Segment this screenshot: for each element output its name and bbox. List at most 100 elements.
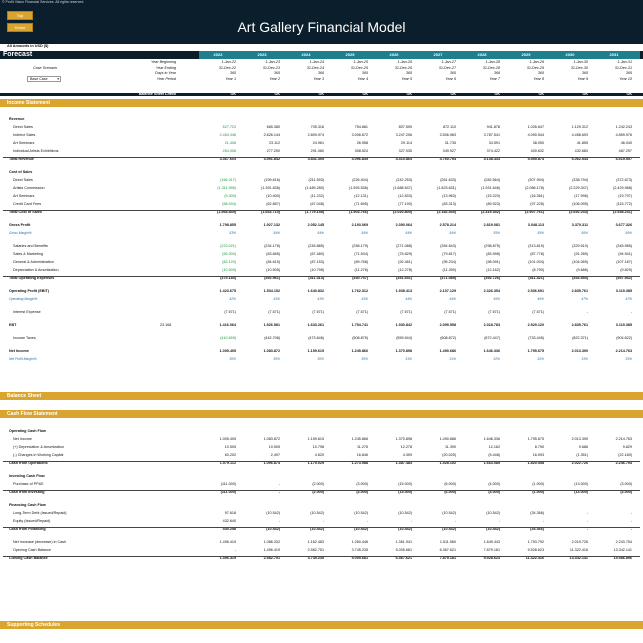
- row-cell: (7.571): [224, 310, 236, 314]
- row-cell: (91.289): [574, 252, 588, 256]
- row-label: Operating Cash Flow: [9, 429, 46, 433]
- row-cell: (1.779.158): [305, 210, 324, 214]
- header-cell: Year 7: [489, 76, 500, 81]
- row-cell: (7.571): [488, 310, 500, 314]
- row-cell: (223.021): [220, 244, 236, 248]
- section-income-statement[interactable]: Income Statement: [0, 99, 643, 107]
- row-cell: 3.787.541: [483, 133, 500, 137]
- row-cell: (98.091): [486, 260, 500, 264]
- row-extra-value: 23.168: [160, 323, 172, 327]
- row-cell: (104.065): [572, 260, 588, 264]
- row-label: Operating Profit (EBIT): [9, 289, 49, 293]
- row-cell: (77.190): [398, 202, 412, 206]
- row-cell: 8.790: [534, 445, 544, 449]
- row-cell: (608.872): [440, 336, 456, 340]
- header-cell: Year 10: [619, 76, 632, 81]
- row-cell: (904.622): [616, 336, 632, 340]
- row-cell: 43%: [317, 297, 324, 301]
- row-cell: 3.831.305: [307, 157, 324, 161]
- row-cell: (59.300): [222, 252, 236, 256]
- top-button[interactable]: Top: [7, 11, 33, 20]
- row-label: Cost of Sales: [9, 170, 33, 174]
- row-cell: -: [586, 527, 588, 531]
- row-cell: (1.311.996): [217, 186, 236, 190]
- year-header: 2028: [477, 52, 487, 57]
- row-cell: (10.542): [442, 527, 456, 531]
- row-cell: 12.162: [488, 445, 500, 449]
- row-cell: 1.370.898: [395, 437, 412, 441]
- case-scenario-select[interactable]: Base Case ▾: [27, 76, 61, 82]
- row-cell: (2.000): [312, 482, 324, 486]
- row-cell: 308.524: [354, 149, 368, 153]
- home-button[interactable]: Home: [7, 23, 33, 32]
- section-supporting-schedules[interactable]: Supporting Schedules: [0, 621, 643, 629]
- row-cell: (199.616): [264, 178, 280, 182]
- row-cell: (1.664.710): [261, 210, 280, 214]
- row-label: Operating Margin%: [9, 297, 38, 301]
- case-scenario-label: Case Scenario: [33, 66, 58, 70]
- row-cell: (95.234): [442, 260, 456, 264]
- row-cell: 3.119.385: [615, 323, 632, 327]
- row-cell: 1.245.866: [351, 349, 368, 353]
- row-cell: (733.445): [528, 336, 544, 340]
- row-cell: (11.390): [442, 268, 456, 272]
- row-label: Art Seminars: [13, 194, 35, 198]
- row-cell: (559.944): [396, 336, 412, 340]
- section-balance-sheet[interactable]: Balance Sheet: [0, 392, 643, 400]
- row-cell: (58.934): [222, 202, 236, 206]
- row-cell: 13.342.141: [569, 556, 588, 560]
- row-cell: (20.025): [442, 453, 456, 457]
- row-cell: 1.511.560: [439, 540, 456, 544]
- header-cell: Year 8: [533, 76, 544, 81]
- row-cell: (10.542): [398, 511, 412, 515]
- row-cell: (5.448): [488, 453, 500, 457]
- row-cell: (1.391.836): [261, 186, 280, 190]
- row-cell: 432.683: [574, 149, 588, 153]
- header-cell: 366: [493, 71, 500, 75]
- row-label: Total Revenue: [9, 157, 34, 161]
- row-cell: 10.798: [312, 445, 324, 449]
- year-header: 2026: [389, 52, 399, 57]
- row-cell: 2.390.064: [395, 223, 412, 227]
- row-cell: (12.833): [398, 194, 412, 198]
- row-cell: 7.879.181: [483, 548, 500, 552]
- header-row-label: Year Period: [156, 76, 176, 81]
- section-cash-flow-statement[interactable]: Cash Flow Statement: [0, 410, 643, 418]
- row-cell: 2.529.120: [527, 323, 544, 327]
- row-cell: -: [630, 527, 632, 531]
- year-header: 2031: [609, 52, 619, 57]
- row-cell: 4.859.976: [615, 133, 632, 137]
- row-label: Financing Cash Flow: [9, 503, 46, 507]
- row-cell: 54%: [273, 231, 280, 235]
- row-cell: (6.000): [444, 490, 456, 494]
- row-cell: (89.923): [486, 202, 500, 206]
- row-cell: 54%: [405, 231, 412, 235]
- row-cell: 11.390: [444, 445, 456, 449]
- row-cell: 2.099.558: [439, 323, 456, 327]
- row-cell: 467.297: [618, 149, 632, 153]
- row-cell: 2.013.390: [571, 437, 588, 441]
- header-cell: 31-Dec-22: [218, 65, 236, 70]
- row-cell: 1.079.112: [219, 461, 236, 465]
- row-cell: 6.062.543: [571, 157, 588, 161]
- row-cell: (258.179): [352, 244, 368, 248]
- row-cell: -: [586, 310, 588, 314]
- row-label: Net Profit Margin%: [9, 357, 37, 361]
- row-cell: 2.052.145: [307, 223, 324, 227]
- row-cell: (2.020.800): [393, 210, 412, 214]
- row-cell: 1.387.483: [395, 461, 412, 465]
- row-label: Net Increase (decrease) in Cash: [13, 540, 67, 544]
- row-label: EBT: [9, 323, 17, 327]
- year-header-bar: [199, 51, 640, 59]
- row-cell: 34.591: [488, 141, 500, 145]
- row-cell: 1.633.261: [307, 323, 324, 327]
- row-cell: 6.367.621: [439, 548, 456, 552]
- row-cell: 1.496.419: [219, 556, 236, 560]
- row-cell: (3.000): [356, 490, 368, 494]
- row-cell: (12.162): [486, 268, 500, 272]
- row-cell: 44%: [405, 297, 412, 301]
- row-cell: (97.228): [530, 202, 544, 206]
- row-cell: (7.571): [532, 310, 544, 314]
- row-cell: (2.000): [312, 490, 324, 494]
- row-cell: (10.798): [310, 268, 324, 272]
